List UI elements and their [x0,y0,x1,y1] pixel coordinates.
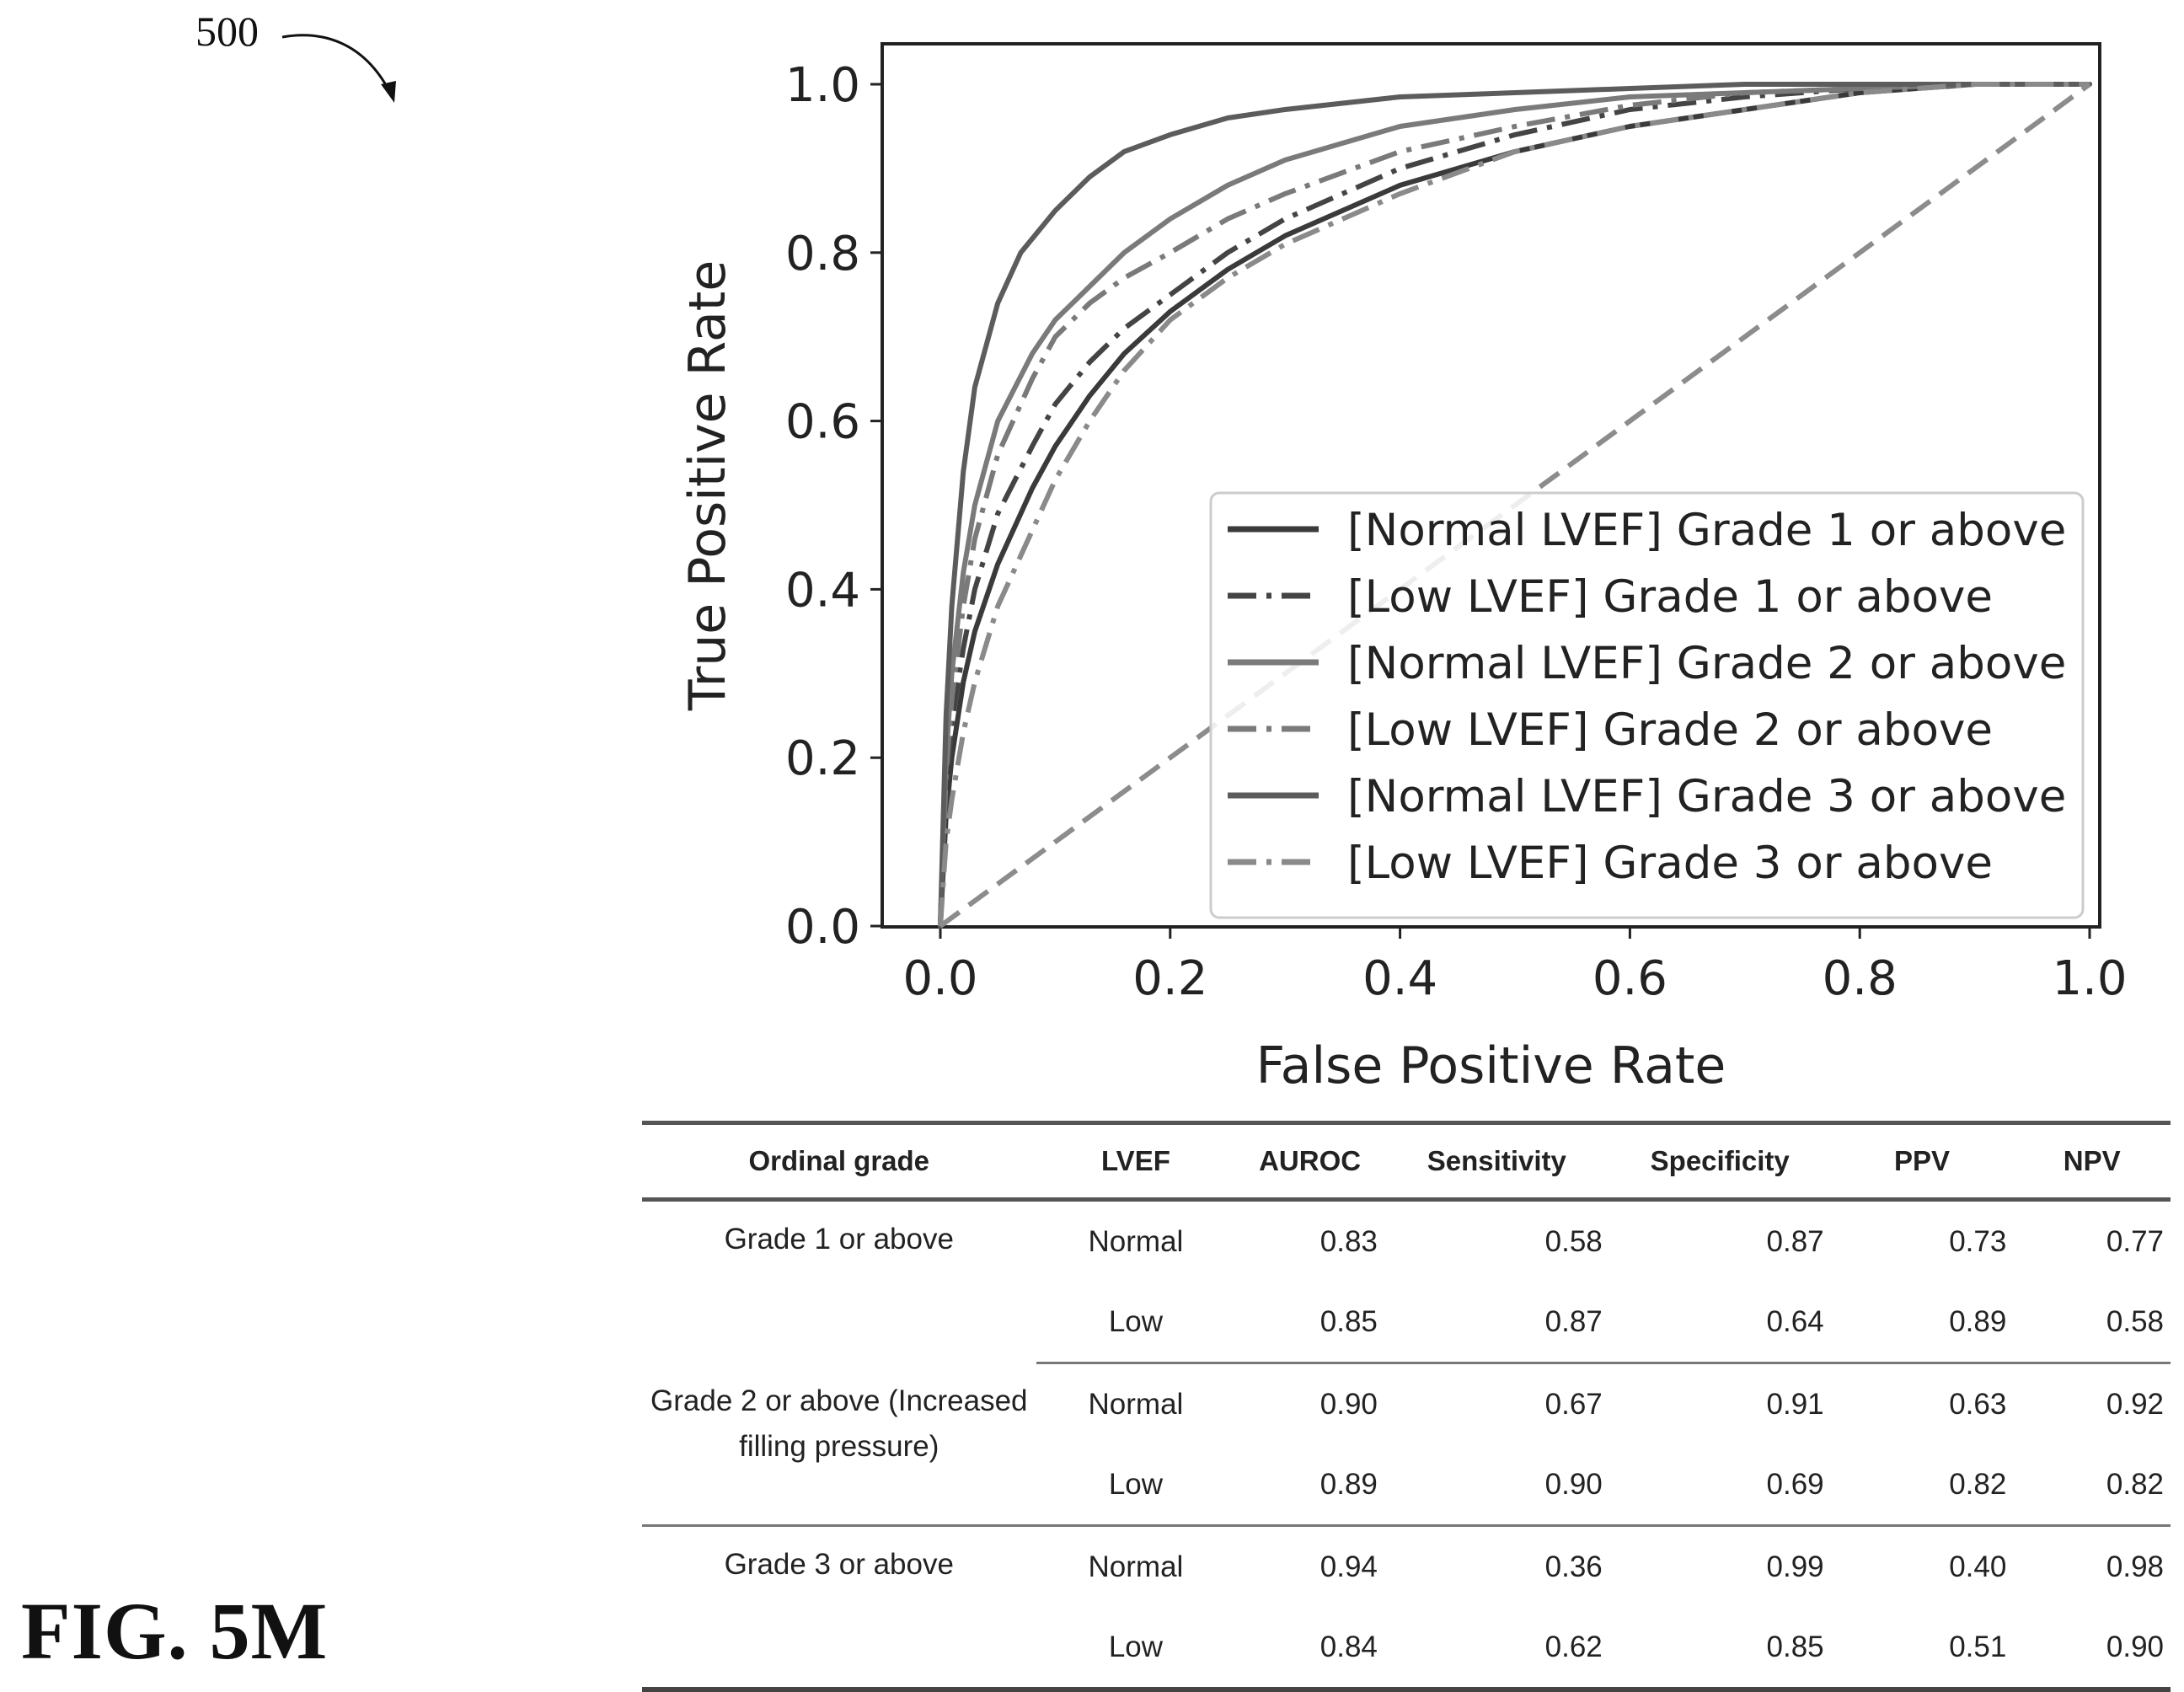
lvef-cell: Normal [1088,1387,1184,1421]
auroc-cell: 0.94 [1320,1550,1378,1583]
legend-label: [Low LVEF] Grade 1 or above [1347,571,1993,623]
legend-label: [Low LVEF] Grade 3 or above [1347,838,1993,889]
sensitivity-cell: 0.90 [1384,1444,1609,1527]
figure-reference-number: 500 [195,8,259,55]
npv-cell: 0.58 [2013,1282,2171,1364]
header-ordinal-grade: Ordinal grade [642,1122,1036,1202]
specificity-cell: 0.99 [1766,1550,1824,1583]
sensitivity-cell: 0.87 [1384,1282,1609,1364]
legend-label: [Normal LVEF] Grade 1 or above [1347,505,2066,556]
header-specificity: Specificity [1609,1122,1831,1202]
reference-arrow-icon [281,34,396,103]
npv-cell: 0.90 [2013,1607,2171,1692]
lvef-cell: Low [1036,1607,1236,1692]
specificity-cell: 0.64 [1609,1282,1831,1364]
plot-frame [881,42,2101,929]
x-tick-label: 0.6 [1592,951,1667,1006]
legend-label: [Normal LVEF] Grade 3 or above [1347,771,2066,822]
auroc-cell: 0.84 [1235,1607,1384,1692]
npv-cell: 0.92 [2106,1387,2164,1421]
auroc-cell: 0.83 [1320,1224,1378,1258]
x-axis-label: False Positive Rate [1256,1036,1726,1095]
header-npv: NPV [2013,1122,2171,1202]
table-row: Grade 3 or above Normal 0.94 0.36 0.99 0… [642,1525,2171,1692]
series-line-low-lvef-grade-1-or-above [938,82,2090,927]
header-ppv: PPV [1830,1122,2014,1202]
auroc-cell: 0.89 [1235,1444,1384,1527]
sensitivity-cell: 0.62 [1384,1607,1609,1692]
sensitivity-cell: 0.58 [1544,1224,1603,1258]
y-tick-label: 0.6 [785,395,860,450]
grade-cell: Grade 3 or above [642,1525,1036,1692]
x-tick-label: 0.8 [1823,951,1898,1006]
lvef-cell: Low [1036,1282,1236,1364]
specificity-cell: 0.69 [1609,1444,1831,1527]
y-tick-label: 1.0 [785,58,860,113]
ppv-cell: 0.82 [1830,1444,2014,1527]
table-row: Low 0.89 0.90 0.69 0.82 0.82 [642,1444,2171,1527]
table-row: Grade 1 or above Normal 0.83 0.58 0.87 0… [642,1200,2171,1282]
y-tick-label: 0.4 [785,563,860,618]
figure-label: FIG. 5M [21,1586,329,1676]
metrics-table: Ordinal grade LVEF AUROC Sensitivity Spe… [642,1121,2171,1692]
lvef-cell: Normal [1088,1224,1184,1258]
x-tick-label: 0.4 [1362,951,1437,1006]
lvef-cell: Normal [1088,1550,1184,1583]
legend-label: [Low LVEF] Grade 2 or above [1347,704,1993,756]
ppv-cell: 0.40 [1949,1550,2007,1583]
legend-box [1209,491,2085,919]
grade-cell: Grade 2 or above (Increased filling pres… [642,1363,1036,1527]
x-tick-label: 0.2 [1132,951,1207,1006]
specificity-cell: 0.91 [1766,1387,1824,1421]
npv-cell: 0.77 [2106,1224,2164,1258]
npv-cell: 0.82 [2013,1444,2171,1527]
lvef-cell: Low [1036,1444,1236,1527]
ppv-cell: 0.51 [1830,1607,2014,1692]
roc-chart: 0.0 0.2 0.4 0.6 0.8 1.0 0.0 0.2 0.4 0.6 0.8 1.0 Fals… [678,42,2128,1095]
specificity-cell: 0.87 [1766,1224,1824,1258]
y-axis-label: True Positive Rate [678,260,737,711]
table-row: Low 0.84 0.62 0.85 0.51 0.90 [642,1607,2171,1692]
y-tick-label: 0.8 [785,227,860,281]
specificity-cell: 0.85 [1609,1607,1831,1692]
y-tick-label: 0.0 [785,900,860,955]
y-tick-label: 0.2 [785,731,860,786]
header-lvef: LVEF [1036,1122,1236,1202]
x-tick-label: 1.0 [2052,951,2127,1006]
table-header-row: Ordinal grade LVEF AUROC Sensitivity Spe… [642,1122,2171,1202]
table-row: Low 0.85 0.87 0.64 0.89 0.58 [642,1282,2171,1364]
legend-label: [Normal LVEF] Grade 2 or above [1347,638,2066,689]
table-row: Grade 2 or above (Increased filling pres… [642,1363,2171,1527]
header-sensitivity: Sensitivity [1384,1122,1609,1202]
ppv-cell: 0.73 [1949,1224,2007,1258]
series-line-normal-lvef-grade-3-or-above [938,82,2092,929]
series-line-low-lvef-grade-2-or-above [938,82,2090,927]
sensitivity-cell: 0.36 [1544,1550,1603,1583]
ppv-cell: 0.63 [1949,1387,2007,1421]
series-line-low-lvef-grade-3-or-above [938,82,2090,927]
header-auroc: AUROC [1235,1122,1384,1202]
x-tick-label: 0.0 [902,951,977,1006]
grade-cell: Grade 1 or above [724,1223,954,1256]
sensitivity-cell: 0.67 [1544,1387,1603,1421]
npv-cell: 0.98 [2106,1550,2164,1583]
auroc-cell: 0.90 [1320,1387,1378,1421]
auroc-cell: 0.85 [1235,1282,1384,1364]
ppv-cell: 0.89 [1830,1282,2014,1364]
